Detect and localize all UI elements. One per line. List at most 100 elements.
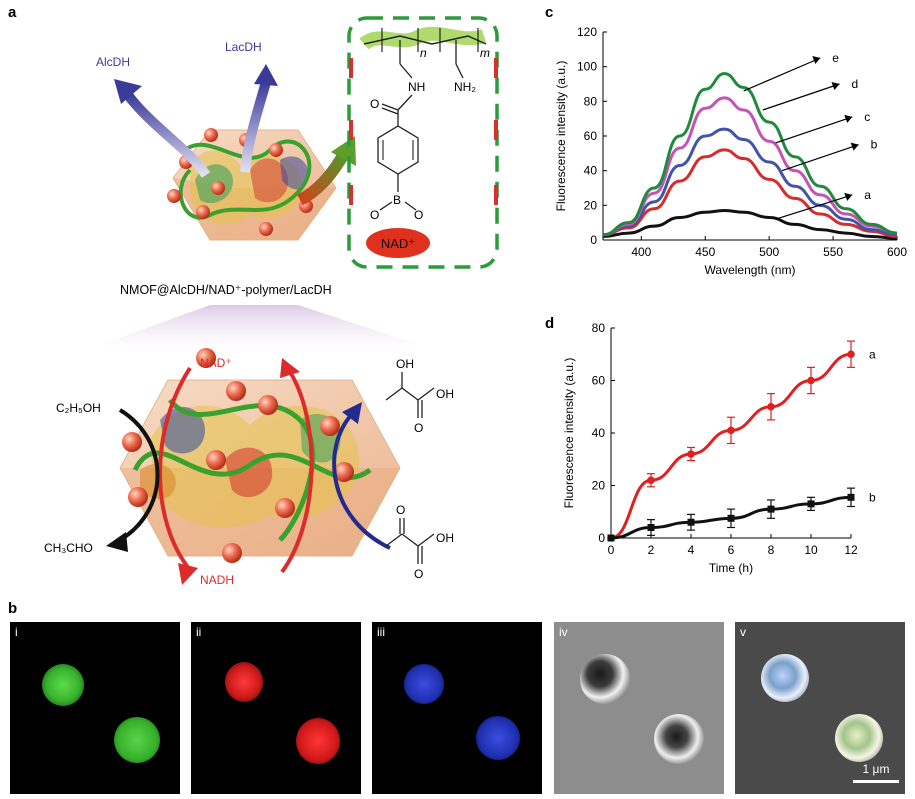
series-label-e: e (832, 51, 839, 65)
micrograph-red-channel: ii (191, 622, 361, 794)
label-acetaldehyde: CH₃CHO (44, 541, 93, 555)
lactic-acid-structure (385, 372, 435, 418)
x-tick-label: 10 (804, 543, 818, 557)
y-tick-label: 40 (592, 426, 606, 440)
y-tick-label: 0 (598, 531, 605, 545)
annotation-arrow-e (743, 57, 821, 92)
series-line-b (602, 148, 898, 239)
x-axis-label: Time (h) (709, 561, 753, 575)
label-ester-o2: O (414, 208, 423, 222)
data-point (767, 402, 775, 411)
data-point (807, 376, 815, 385)
inset-box (347, 16, 499, 269)
chart-d-fluorescence-time: 0 2 4 6 8 10 12 0 20 40 60 80 Time (h) Fluorescence i… (562, 321, 876, 575)
lacdh-release-arrow (254, 64, 278, 86)
data-point (687, 450, 695, 458)
series-label-a: a (864, 188, 871, 202)
x-axis-label: Wavelength (nm) (705, 263, 796, 277)
series-line-a (602, 209, 898, 240)
series-label-c: c (864, 110, 870, 124)
series-line-d (602, 96, 898, 237)
pyruvate-reduction-arrowhead (342, 402, 362, 424)
x-tick-label: 12 (844, 543, 858, 557)
ethanol-oxidation-arrowhead (106, 532, 128, 552)
micrograph-tag-iv: iv (559, 625, 568, 639)
label-nad-cofactor: NAD⁺ (381, 236, 415, 251)
label-boron: B (393, 193, 401, 207)
x-tick-label: 600 (887, 245, 907, 259)
label-nh: NH (408, 80, 425, 94)
panel-letter-d: d (545, 315, 555, 332)
panel-letter-a: a (8, 4, 17, 21)
y-tick-label: 20 (592, 479, 606, 493)
nadh-arrowhead (178, 563, 198, 585)
label-pyruvate-oh: OH (436, 531, 454, 545)
annotation-arrowhead-e (812, 56, 821, 64)
micrograph-green-channel: i (10, 622, 180, 794)
x-tick-label: 400 (631, 245, 651, 259)
y-tick-label: 60 (592, 374, 606, 388)
annotation-arrow-b (781, 144, 859, 172)
panel-letter-b: b (8, 600, 18, 617)
annotation-arrow-a (775, 194, 853, 220)
x-tick-label: 500 (759, 245, 779, 259)
nad-arrowhead (280, 358, 300, 378)
label-lactate-o: O (414, 421, 423, 435)
data-point (767, 505, 775, 513)
annotation-arrow-c (775, 116, 853, 144)
micrograph-tag-i: i (15, 625, 18, 639)
label-ester-o1: O (370, 208, 379, 222)
y-tick-label: 80 (584, 94, 598, 108)
x-tick-label: 2 (648, 543, 655, 557)
y-axis-label: Fluorescence intensity (a.u.) (554, 61, 568, 212)
nad-cofactor-oval (366, 228, 430, 258)
data-point (807, 500, 815, 508)
micrograph-tag-iii: iii (377, 625, 385, 639)
label-lactate-cooh: OH (436, 387, 454, 401)
alcdh-release-arrow (114, 79, 142, 104)
y-tick-label: 40 (584, 164, 598, 178)
y-tick-label: 120 (577, 25, 597, 39)
scale-bar (853, 780, 899, 783)
label-cycle-nad: NAD⁺ (200, 356, 232, 370)
nad-bead-cluster-bottom (122, 348, 354, 563)
y-tick-label: 20 (584, 198, 598, 212)
annotation-arrowhead-d (831, 82, 840, 90)
series-line-c (602, 127, 898, 237)
annotation-arrowhead-b (850, 142, 859, 151)
y-tick-label: 0 (590, 233, 597, 247)
data-point (727, 426, 735, 435)
series-line-e (602, 72, 898, 237)
label-m: m (480, 46, 490, 60)
x-tick-label: 6 (728, 543, 735, 557)
data-point (727, 514, 735, 522)
annotation-arrowhead-a (844, 192, 853, 201)
scale-bar-label: 1 μm (862, 762, 890, 776)
x-tick-label: 4 (688, 543, 695, 557)
label-pyruvate-o: O (396, 503, 405, 517)
y-axis-label: Fluorescence intensity (a.u.) (562, 358, 576, 509)
label-lactate-oh: OH (396, 357, 414, 371)
y-tick-label: 100 (577, 60, 597, 74)
micrograph-tag-v: v (740, 625, 746, 639)
label-ethanol: C₂H₅OH (56, 401, 101, 415)
construct-label: NMOF@AlcDH/NAD⁺-polymer/LacDH (120, 283, 332, 297)
y-tick-label: 60 (584, 129, 598, 143)
x-tick-label: 8 (768, 543, 775, 557)
panel-letter-c: c (545, 4, 554, 21)
label-alcdh: AlcDH (96, 55, 130, 69)
series-label-a: a (869, 347, 876, 361)
annotation-arrowhead-c (844, 114, 853, 123)
label-pyruvate-o2: O (414, 567, 423, 581)
micrograph-merged: v 1 μm (735, 622, 905, 794)
x-tick-label: 0 (608, 543, 615, 557)
x-tick-label: 450 (695, 245, 715, 259)
micrograph-brightfield: iv (554, 622, 724, 794)
annotation-arrow-d (762, 83, 840, 111)
series-label-d: d (851, 77, 858, 91)
label-cycle-nadh: NADH (200, 573, 234, 587)
x-tick-label: 550 (823, 245, 843, 259)
label-nh2: NH₂ (454, 80, 476, 94)
series-label-b: b (869, 490, 876, 504)
micrograph-tag-ii: ii (196, 625, 202, 639)
